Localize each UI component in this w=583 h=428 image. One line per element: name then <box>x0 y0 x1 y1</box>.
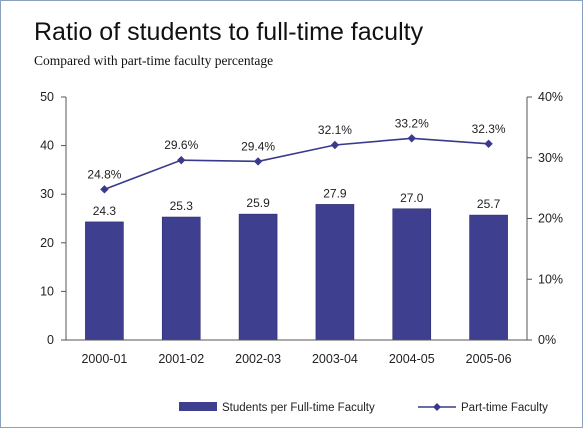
line-value-label: 29.6% <box>164 138 198 152</box>
legend-bar-label: Students per Full-time Faculty <box>222 402 375 414</box>
bar-value-label: 25.3 <box>170 199 194 213</box>
line-layer <box>100 134 493 194</box>
x-tick-label: 2004-05 <box>389 352 435 366</box>
legend-line-marker <box>433 403 441 411</box>
line-value-label: 33.2% <box>395 116 429 130</box>
right-tick-label: 10% <box>538 272 563 286</box>
line-point-marker <box>177 155 186 165</box>
left-tick-label: 20 <box>40 236 54 250</box>
bar <box>315 204 355 341</box>
axes-layer: 0 10 20 30 40 50 0% 10% 20% 30% 40% 2000-01 2001-02 2… <box>40 90 563 366</box>
legend-bar-swatch <box>179 402 217 411</box>
bars-layer <box>85 204 508 341</box>
line-value-label: 24.8% <box>87 167 121 181</box>
bar <box>392 208 432 341</box>
line-point-marker <box>330 140 340 150</box>
bar-value-label: 25.7 <box>477 197 501 211</box>
right-tick-label: 0% <box>538 333 556 347</box>
bar-value-label: 24.3 <box>93 204 117 218</box>
left-tick-label: 40 <box>40 139 54 153</box>
x-tick-label: 2003-04 <box>312 352 358 366</box>
chart-title: Ratio of students to full-time faculty <box>34 18 424 46</box>
line-value-label: 29.4% <box>241 139 275 153</box>
line-point-marker <box>253 157 263 166</box>
labels-layer: 24.3 25.3 25.9 27.9 27.0 25.7 24.8% 29.6% 29.4% 3… <box>87 116 506 218</box>
right-tick-label: 40% <box>538 90 563 104</box>
x-tick-label: 2002-03 <box>235 352 281 366</box>
right-tick-label: 30% <box>538 151 563 165</box>
bar-value-label: 27.0 <box>400 191 424 205</box>
left-tick-label: 50 <box>40 90 54 104</box>
legend-line-label: Part-time Faculty <box>461 402 548 414</box>
bar <box>238 213 278 341</box>
bar-value-label: 25.9 <box>246 196 270 210</box>
part-time-line <box>104 137 489 191</box>
line-point-marker <box>100 185 109 194</box>
bar <box>85 221 124 341</box>
line-value-label: 32.1% <box>318 123 352 137</box>
x-tick-label: 2001-02 <box>158 352 204 366</box>
x-tick-label: 2000-01 <box>81 352 127 366</box>
x-tick-label: 2005-06 <box>466 352 512 366</box>
bar <box>469 214 508 341</box>
line-value-label: 32.3% <box>472 122 506 136</box>
line-point-marker <box>484 139 493 148</box>
right-tick-label: 20% <box>538 212 563 226</box>
bar <box>161 216 201 341</box>
left-tick-label: 10 <box>40 284 54 298</box>
left-tick-label: 0 <box>47 333 54 347</box>
legend: Students per Full-time Faculty Part-time … <box>179 402 548 414</box>
bar-value-label: 27.9 <box>323 186 347 200</box>
chart-subtitle: Compared with part-time faculty percenta… <box>34 53 274 68</box>
line-point-marker <box>407 134 416 143</box>
left-tick-label: 30 <box>40 187 54 201</box>
